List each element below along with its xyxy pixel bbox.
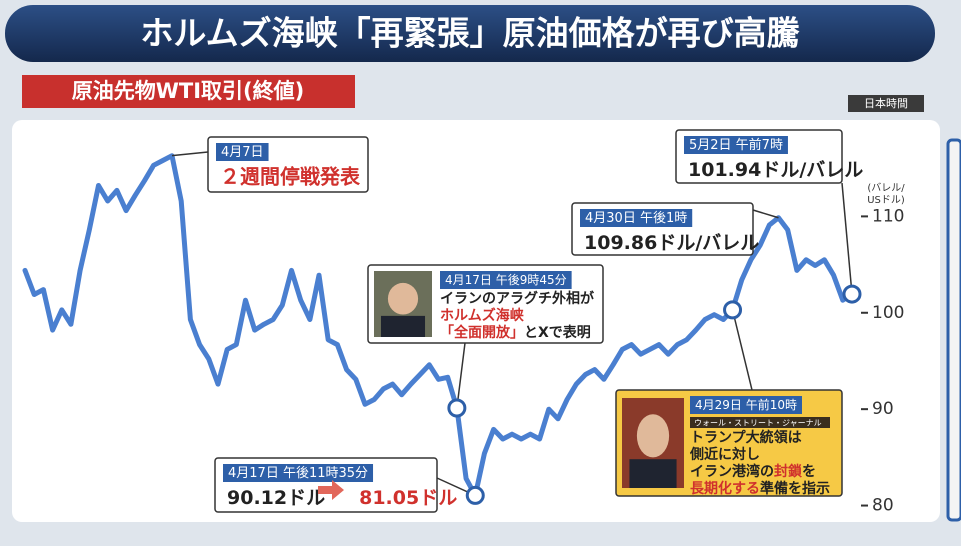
chart-subtitle: 原油先物WTI取引(終値) <box>72 79 305 103</box>
annotation-line: イランのアラグチ外相が <box>440 290 595 307</box>
annotation-text: 側近に対し <box>689 446 760 463</box>
annotation-text: トランプ大統領は <box>690 429 802 446</box>
photo-suit <box>380 315 426 337</box>
y-tick-label: 110 <box>872 206 904 226</box>
annotation-text: ホルムズ海峡 <box>440 307 525 324</box>
annotation-text: 長期化する <box>690 480 760 497</box>
time-note: 日本時間 <box>864 96 908 110</box>
annotation-text: 準備を指示 <box>760 480 830 497</box>
annotation-line: 109.86ドル/バレル <box>584 231 759 253</box>
y-axis-label: USドル) <box>867 195 905 206</box>
annotation-text: ２週間停戦発表 <box>220 164 361 188</box>
photo-suit <box>629 459 677 488</box>
annotation: 5月2日 午前7時 101.94ドル/バレル <box>675 129 863 304</box>
y-tick-label: 80 <box>872 496 894 516</box>
annotation-text: 109.86ドル/バレル <box>584 231 759 253</box>
annotation-line: 長期化する準備を指示 <box>690 480 830 497</box>
annotation-line: 101.94ドル/バレル <box>688 158 863 180</box>
annotation-header: 4月17日 午後11時35分 <box>228 466 368 481</box>
leader-line <box>752 209 779 219</box>
y-tick-label: 100 <box>872 303 904 323</box>
annotation-text: 90.12ドル <box>227 486 325 508</box>
y-axis-label: (バレル/ <box>867 182 905 194</box>
highlight-point <box>842 284 862 304</box>
y-tick-label: 90 <box>872 399 894 419</box>
annotation-header: 4月7日 <box>221 145 264 160</box>
annotation-text: 封鎖 <box>774 463 803 480</box>
annotation: 4月7日 ２週間停戦発表 <box>171 136 369 193</box>
annotation-text: 「全面開放」 <box>440 324 524 341</box>
leader-line <box>731 309 753 391</box>
annotation: 4月29日 午前10時ウォール・ストリート・ジャーナルトランプ大統領は側近に対し… <box>615 300 843 497</box>
annotation-text: を <box>802 464 816 480</box>
annotation: 4月17日 午後11時35分 90.12ドル 81.05ドル <box>214 457 485 513</box>
annotation-text: イラン港湾の <box>690 463 774 480</box>
annotation-line: イラン港湾の封鎖を <box>690 463 816 480</box>
annotation-text: 81.05ドル <box>359 486 457 508</box>
annotation-text: とXで表明 <box>524 324 591 341</box>
annotation-source: ウォール・ストリート・ジャーナル <box>694 419 822 428</box>
annotation-line: ２週間停戦発表 <box>220 164 361 188</box>
price-line <box>22 153 855 498</box>
side-panel <box>946 138 961 522</box>
annotation-header: 4月17日 午後9時45分 <box>445 273 567 287</box>
title-bar <box>5 5 935 62</box>
annotation-line: 「全面開放」とXで表明 <box>440 324 591 341</box>
annotation: 4月17日 午後9時45分イランのアラグチ外相がホルムズ海峡「全面開放」とXで表… <box>367 264 604 418</box>
annotation-header: 4月29日 午前10時 <box>695 397 797 412</box>
highlight-point <box>447 398 467 418</box>
source-box <box>690 417 830 428</box>
photo-face <box>636 414 670 458</box>
arrow-icon <box>318 480 344 500</box>
annotation-header-box <box>216 143 269 161</box>
annotation-line: トランプ大統領は <box>690 429 802 446</box>
annotation-header-box <box>440 271 572 289</box>
annotation-line: 90.12ドル 81.05ドル <box>227 486 457 508</box>
leader-line <box>171 151 209 157</box>
photo-face <box>387 282 419 315</box>
highlight-point <box>465 485 485 505</box>
annotation-line: 側近に対し <box>689 446 760 463</box>
annotation-text: イランのアラグチ外相が <box>440 290 595 307</box>
annotation-header: 5月2日 午前7時 <box>689 137 783 153</box>
annotation-text: 101.94ドル/バレル <box>688 158 863 180</box>
plot-area: 80 90 100 110 <box>22 153 904 516</box>
leader-line <box>456 342 466 409</box>
subtitle-box <box>22 75 355 108</box>
chart-title: ホルムズ海峡「再緊張」原油価格が再び高騰 <box>140 14 799 53</box>
annotation-header-box <box>223 464 374 482</box>
annotation: 4月30日 午後1時 109.86ドル/バレル <box>571 202 779 256</box>
annotation-header-box <box>690 396 802 414</box>
time-note-box <box>848 95 924 112</box>
highlight-point <box>723 300 743 320</box>
annotation-header-box <box>580 209 693 227</box>
leader-line <box>841 182 853 295</box>
annotation-header-box <box>684 136 788 154</box>
annotation-header: 4月30日 午後1時 <box>585 211 687 226</box>
annotation-line: ホルムズ海峡 <box>440 307 525 324</box>
